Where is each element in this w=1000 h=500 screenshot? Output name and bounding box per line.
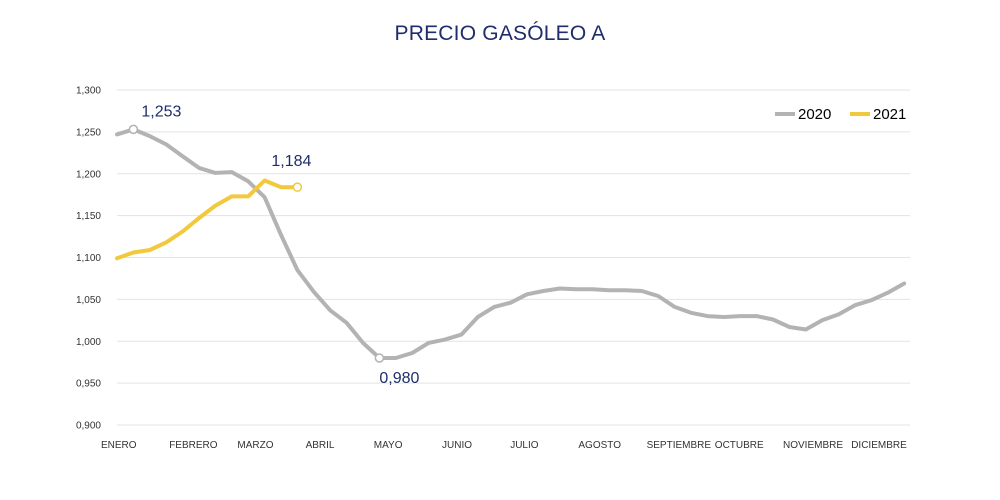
y-tick-label: 1,050 <box>76 295 101 306</box>
x-tick-label: DICIEMBRE <box>851 440 907 451</box>
x-tick-label: MAYO <box>374 440 403 451</box>
chart-title: PRECIO GASÓLEO A <box>394 22 606 45</box>
annotations: 1,253 0,980 1,184 <box>128 103 420 387</box>
y-tick-label: 1,100 <box>76 253 101 264</box>
y-tick-label: 1,150 <box>76 211 101 222</box>
y-tick-label: 0,950 <box>76 379 101 390</box>
y-tick-label: 1,300 <box>76 86 101 97</box>
annotation-marker <box>374 353 385 363</box>
annotation-label: 1,253 <box>141 103 181 120</box>
series-line-2021 <box>115 178 300 261</box>
x-axis-ticks: ENERO FEBRERO MARZO ABRIL MAYO JUNIO JULIO AGOS… <box>101 440 907 451</box>
legend: 2020 2021 <box>775 106 906 123</box>
annotation-marker <box>128 124 139 135</box>
x-tick-label: FEBRERO <box>169 440 218 451</box>
annotation-marker <box>292 182 303 192</box>
x-tick-label: JULIO <box>510 440 539 451</box>
y-tick-label: 0,900 <box>76 421 101 432</box>
legend-label: 2020 <box>798 106 831 123</box>
x-tick-label: ENERO <box>101 440 137 451</box>
annotation-label: 1,184 <box>271 153 311 170</box>
x-tick-label: SEPTIEMBRE <box>647 440 712 451</box>
y-axis-ticks: 0,900 0,950 1,000 1,050 1,100 1,150 1,200 1,250… <box>76 86 101 432</box>
y-tick-label: 1,250 <box>76 127 101 138</box>
y-tick-label: 1,000 <box>76 337 101 348</box>
series-line-2020 <box>115 127 907 360</box>
series-lines <box>115 127 907 360</box>
x-tick-label: OCTUBRE <box>715 440 764 451</box>
gridlines <box>117 89 910 426</box>
x-tick-label: JUNIO <box>442 440 472 451</box>
x-tick-label: NOVIEMBRE <box>783 440 843 451</box>
x-tick-label: AGOSTO <box>578 440 621 451</box>
x-tick-label: ABRIL <box>306 440 335 451</box>
y-tick-label: 1,200 <box>76 169 101 180</box>
legend-label: 2021 <box>873 106 906 123</box>
x-tick-label: MARZO <box>237 440 273 451</box>
annotation-label: 0,980 <box>379 370 419 387</box>
